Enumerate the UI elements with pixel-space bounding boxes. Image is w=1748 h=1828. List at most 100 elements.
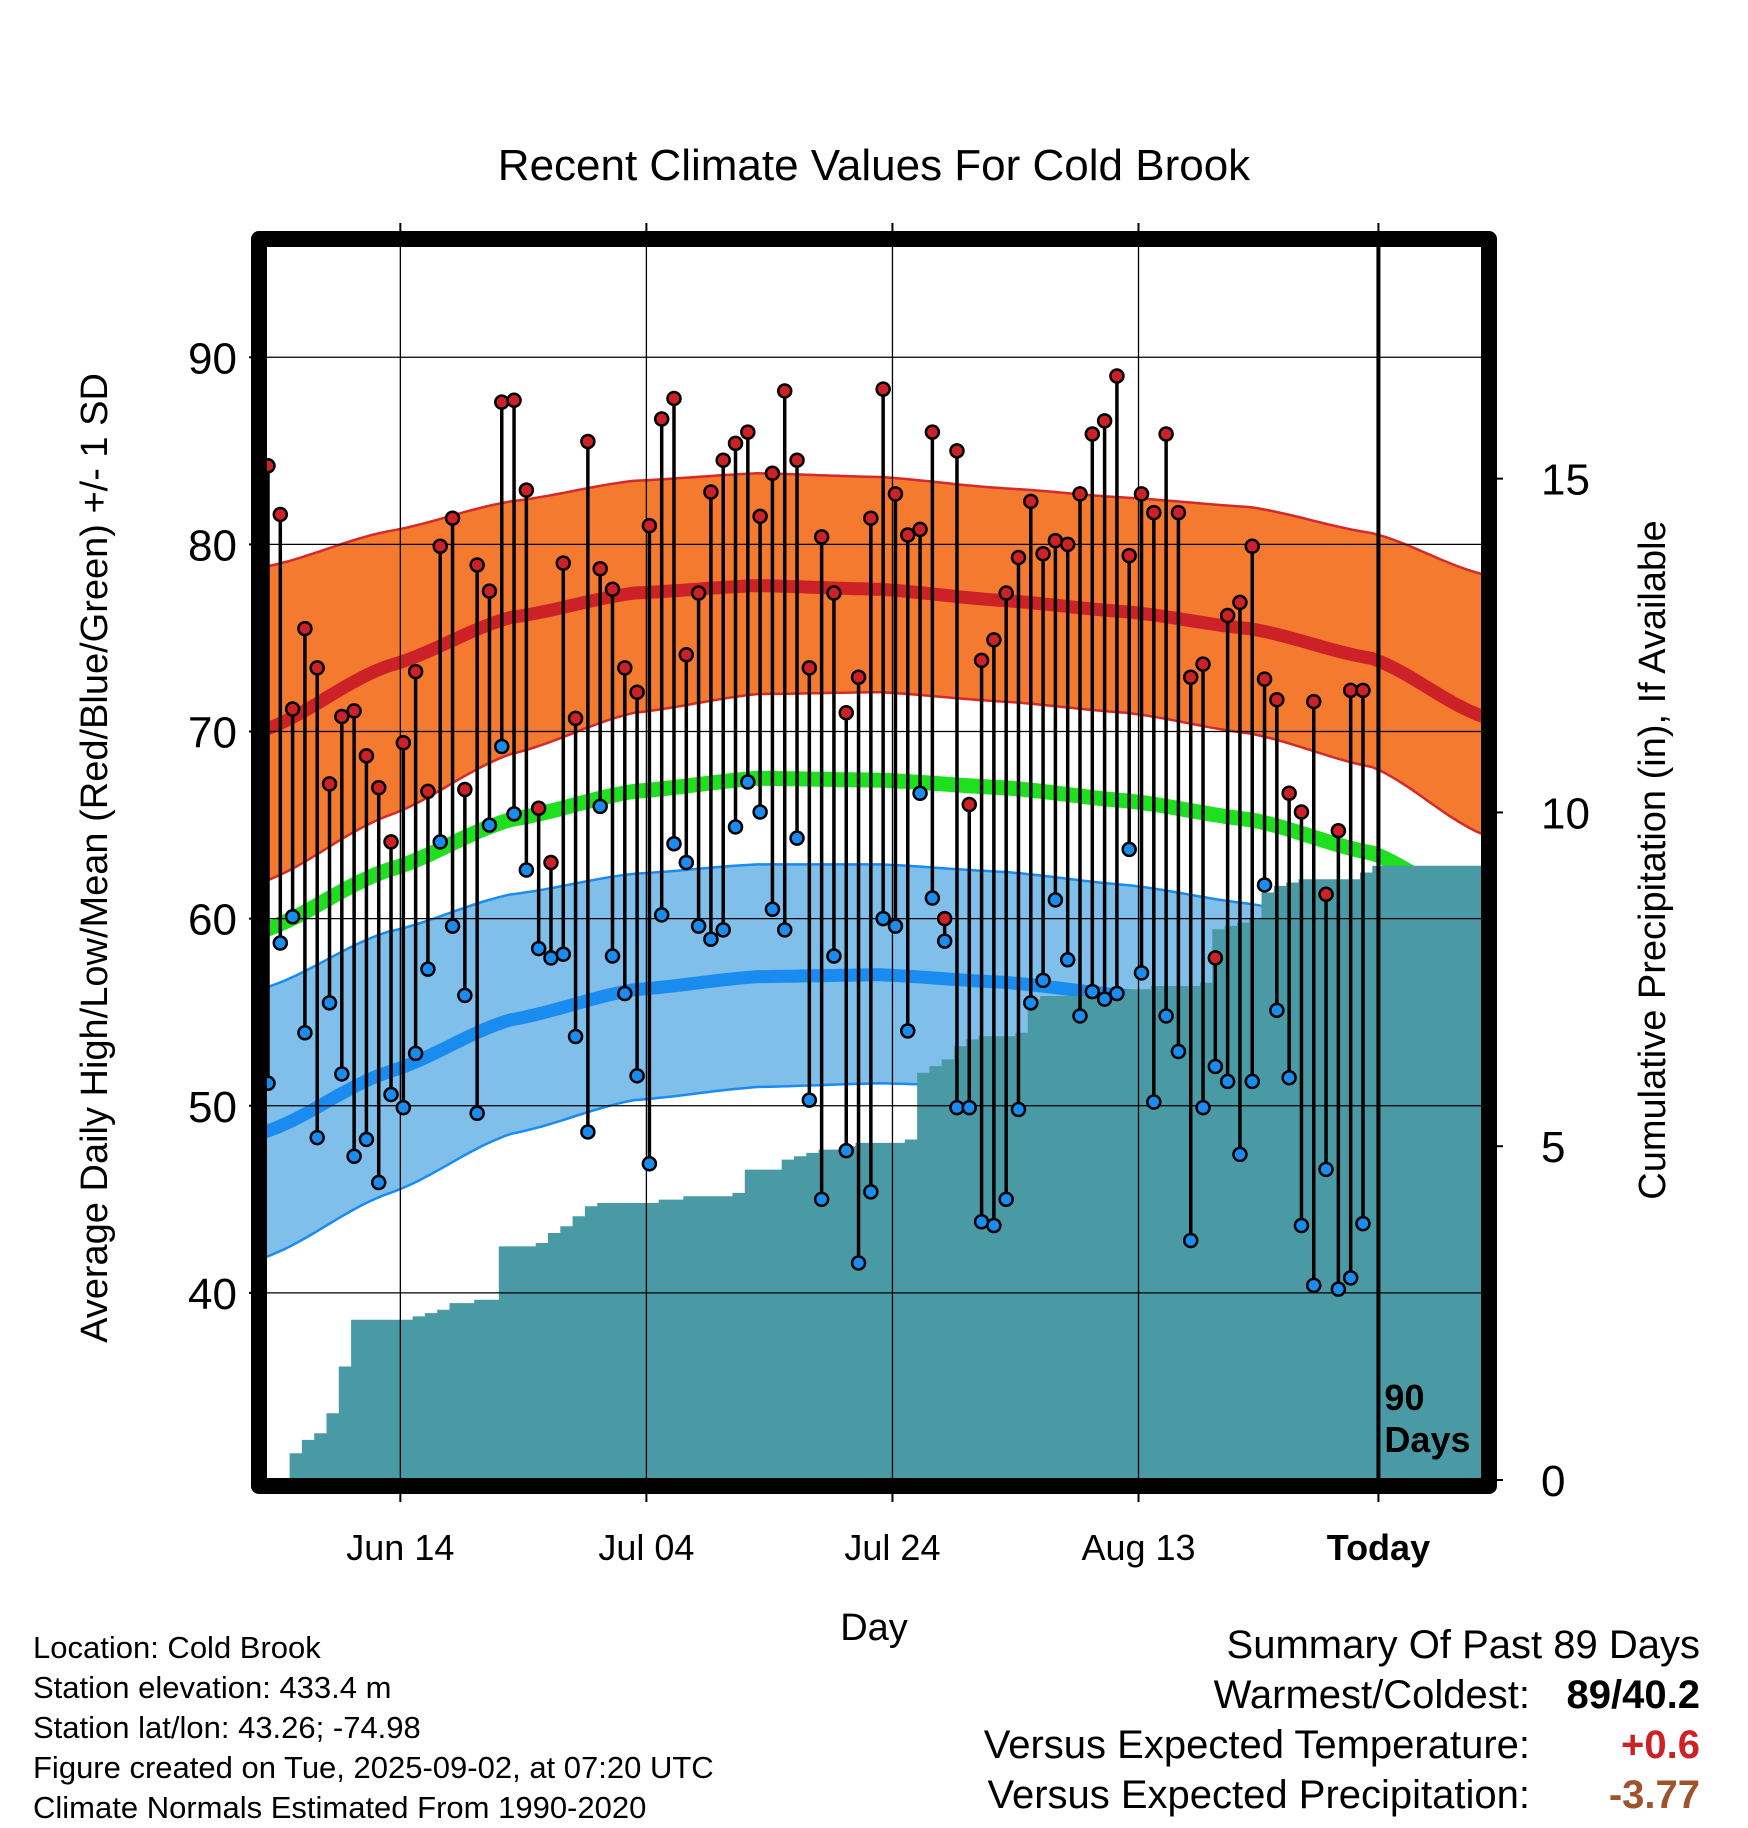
created-text: Figure created on Tue, 2025-09-02, at 07… [33,1750,714,1785]
daily-low-point [284,909,301,925]
temp-value: +0.6 [1621,1723,1700,1767]
daily-low-point [1342,1270,1359,1286]
daily-low-point [358,1131,375,1148]
x-tick-label: Jun 14 [346,1527,454,1568]
daily-high-point [863,510,879,526]
daily-high-point [297,620,313,637]
daily-high-point [1219,607,1236,624]
daily-low-point [887,918,904,934]
x-tick-label: Aug 13 [1081,1527,1195,1568]
daily-high-point [1342,682,1359,699]
precip-value: -3.77 [1608,1773,1700,1817]
daily-high-point [1269,691,1285,708]
daily-low-point [924,890,941,906]
daily-high-point [801,660,818,676]
plot-area: 90 Days [265,245,1483,1480]
daily-low-point [272,935,289,951]
daily-low-point [998,1191,1014,1208]
y-axis-label: Average Daily High/Low/Mean (Red/Blue/Gr… [74,373,116,1343]
daily-low-point [395,1099,412,1116]
daily-high-point [567,710,584,727]
daily-low-point [838,1142,854,1159]
daily-high-point [1010,549,1027,566]
daily-low-point [1096,991,1113,1007]
daily-low-point [1256,877,1273,893]
daily-high-point [284,701,301,717]
daily-low-point [727,819,744,835]
daily-high-point [998,585,1014,601]
daily-high-point [740,424,756,440]
daily-high-point [1059,536,1076,553]
daily-low-point [1133,965,1150,981]
daily-high-point [383,834,399,850]
axes: 40 50 60 70 80 90 0 5 10 15 Jun 14 Jul 04 Jul 24 Aug … [188,223,1590,1568]
daily-low-point [420,961,436,977]
y-tick-label: 80 [188,521,237,570]
daily-low-point [432,834,448,850]
daily-high-point [1318,886,1334,903]
daily-high-point [690,585,707,601]
daily-low-point [1121,841,1137,858]
y-tick-label: 40 [188,1270,237,1319]
location-text: Location: Cold Brook [33,1630,321,1665]
daily-low-point [518,862,535,878]
daily-high-point [506,392,522,409]
daily-high-point [961,796,978,813]
daily-high-point [469,557,485,573]
daily-low-point [1281,1069,1297,1086]
daily-high-point [666,390,682,407]
daily-low-point [629,1068,645,1084]
daily-high-point [1182,669,1199,685]
normal-high-line [265,579,1483,736]
daily-high-point [1121,547,1137,564]
elevation-text: Station elevation: 433.4 m [33,1670,392,1705]
station-info: Location: Cold Brook Station elevation: … [33,1628,714,1828]
daily-low-point [1146,1094,1162,1110]
daily-high-point [407,663,424,680]
daily-high-point [272,506,289,523]
daily-low-point [444,918,461,934]
summary-title: Summary Of Past 89 Days [1226,1623,1700,1667]
daily-high-point [617,660,633,676]
daily-low-point [703,931,719,947]
daily-low-point [850,1255,867,1271]
daily-high-point [543,854,559,871]
daily-high-point [924,424,941,440]
daily-low-point [912,785,928,802]
daily-low-point [715,922,731,938]
daily-low-point [506,806,522,822]
daily-low-point [481,817,498,833]
temp-label: Versus Expected Temperature: [983,1723,1530,1767]
daily-high-point [481,583,498,599]
daily-low-point [370,1174,387,1191]
daily-high-point [1170,504,1187,521]
daily-high-point [900,527,916,543]
plot-content [265,245,1483,1480]
daily-high-point [457,781,473,798]
daily-low-point [1330,1281,1347,1297]
daily-low-point [1306,1277,1322,1294]
daily-low-point [555,946,572,962]
daily-high-point [776,383,793,399]
daily-high-point [334,708,350,725]
daily-low-point [1158,1008,1174,1024]
daily-low-point [641,1156,658,1172]
daily-high-point [850,669,867,685]
x-axis-label: Day [840,1607,908,1649]
daily-high-point [1244,538,1260,555]
daily-low-point [776,922,793,938]
daily-high-point [973,652,990,669]
daily-high-point [727,435,744,452]
daily-low-point [1232,1146,1248,1163]
daily-high-point [1158,426,1174,442]
daily-low-point [297,1025,313,1041]
daily-low-point [1219,1073,1236,1090]
summary-panel: Summary Of Past 89 Days Warmest/Coldest:… [800,1620,1700,1820]
high-upper-edge [265,472,1483,576]
daily-high-point [358,748,375,764]
summary-temp-row: Versus Expected Temperature: +0.6 [800,1720,1700,1770]
daily-low-point [494,738,510,755]
daily-low-point [1072,1008,1088,1024]
daily-low-point [346,1148,362,1165]
